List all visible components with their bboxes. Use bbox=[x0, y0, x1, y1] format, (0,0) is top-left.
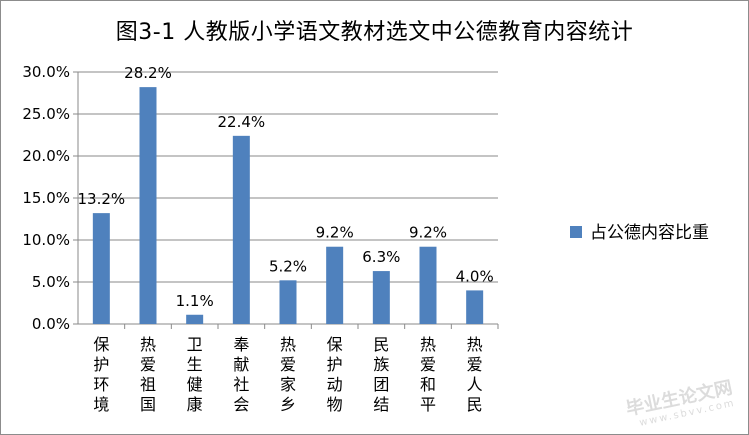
x-tick-label: 民族团结 bbox=[373, 335, 389, 414]
data-label: 4.0% bbox=[456, 267, 494, 285]
y-tick-label: 25.0% bbox=[22, 105, 70, 123]
x-tick-label: 保护环境 bbox=[93, 335, 109, 414]
data-label: 1.1% bbox=[176, 292, 214, 310]
bar bbox=[232, 135, 250, 324]
data-label: 9.2% bbox=[409, 224, 447, 242]
chart-title: 图3-1 人教版小学语文教材选文中公德教育内容统计 bbox=[115, 20, 634, 45]
bar bbox=[466, 290, 484, 324]
x-tick-label: 保护动物 bbox=[327, 335, 343, 414]
x-tick-label: 热爱人民 bbox=[467, 335, 483, 414]
y-tick-label: 30.0% bbox=[22, 63, 70, 81]
bar bbox=[92, 213, 110, 324]
bar bbox=[139, 87, 157, 325]
bar bbox=[372, 271, 390, 324]
x-tick-label: 热爱祖国 bbox=[140, 335, 156, 414]
data-label: 13.2% bbox=[78, 190, 126, 208]
bar bbox=[186, 314, 204, 324]
bar bbox=[326, 246, 344, 324]
y-tick-label: 0.0% bbox=[32, 315, 70, 333]
y-tick-label: 15.0% bbox=[22, 189, 70, 207]
legend-label: 占公德内容比重 bbox=[590, 223, 709, 243]
y-tick-label: 20.0% bbox=[22, 147, 70, 165]
data-label: 22.4% bbox=[218, 113, 266, 131]
x-tick-label: 热爱和平 bbox=[420, 335, 436, 414]
data-label: 5.2% bbox=[269, 257, 307, 275]
data-label: 9.2% bbox=[316, 224, 354, 242]
bar bbox=[419, 246, 437, 324]
y-tick-label: 5.0% bbox=[32, 273, 70, 291]
x-tick-label: 卫生健康 bbox=[187, 335, 203, 414]
x-tick-label: 热爱家乡 bbox=[280, 335, 296, 414]
data-label: 28.2% bbox=[124, 64, 172, 82]
legend-swatch bbox=[570, 226, 582, 238]
bar bbox=[279, 280, 297, 324]
data-label: 6.3% bbox=[362, 248, 400, 266]
x-tick-label: 奉献社会 bbox=[233, 335, 249, 414]
y-tick-label: 10.0% bbox=[22, 231, 70, 249]
